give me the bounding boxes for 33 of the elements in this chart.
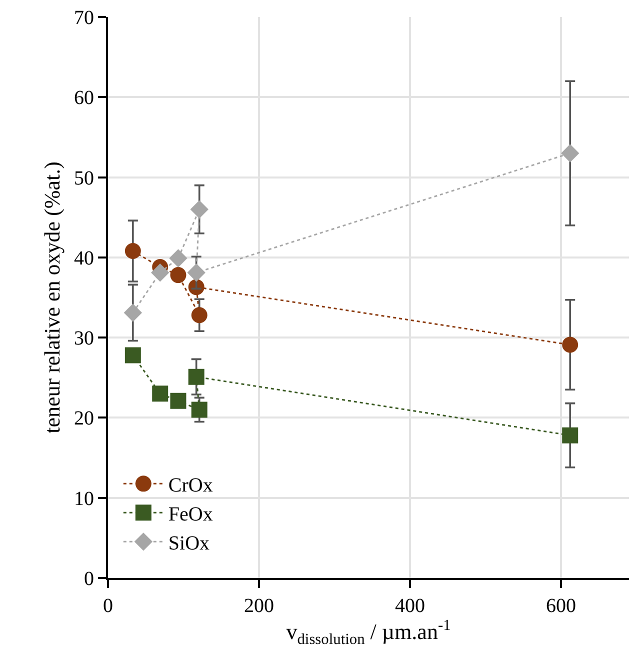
point [562, 427, 578, 444]
x-tick-label: 200 [244, 595, 274, 617]
x-tick-label: 400 [395, 595, 426, 617]
legend-label: SiOx [168, 532, 210, 554]
point [124, 243, 141, 260]
y-tick-label: 20 [74, 408, 94, 430]
point [152, 386, 168, 402]
y-tick-label: 50 [74, 167, 94, 190]
point [169, 249, 188, 268]
x-axis-title: v$_{dissolution}$ / µm.an$^{-1}$ [286, 617, 451, 648]
point [562, 336, 578, 353]
point [124, 304, 142, 322]
y-tick-label: 0 [84, 568, 94, 590]
legend-label: FeOx [168, 503, 213, 526]
x-tick-label: 0 [103, 595, 113, 617]
point [124, 347, 141, 364]
legend-label: CrOx [168, 474, 213, 496]
point [170, 267, 186, 284]
y-axis-title: teneur relative en oxyde (%at.) [39, 162, 64, 434]
point [170, 392, 186, 409]
y-tick-label: 70 [74, 7, 94, 29]
y-tick-label: 10 [74, 488, 94, 510]
y-tick-label: 40 [74, 247, 94, 270]
x-tick-label: 600 [546, 595, 576, 617]
point [191, 402, 208, 418]
y-tick-label: 60 [74, 87, 94, 110]
point [190, 200, 208, 218]
point [151, 264, 170, 282]
point [561, 144, 580, 162]
point [187, 264, 206, 282]
point [188, 368, 204, 385]
y-tick-label: 30 [74, 328, 94, 350]
point [191, 307, 208, 324]
